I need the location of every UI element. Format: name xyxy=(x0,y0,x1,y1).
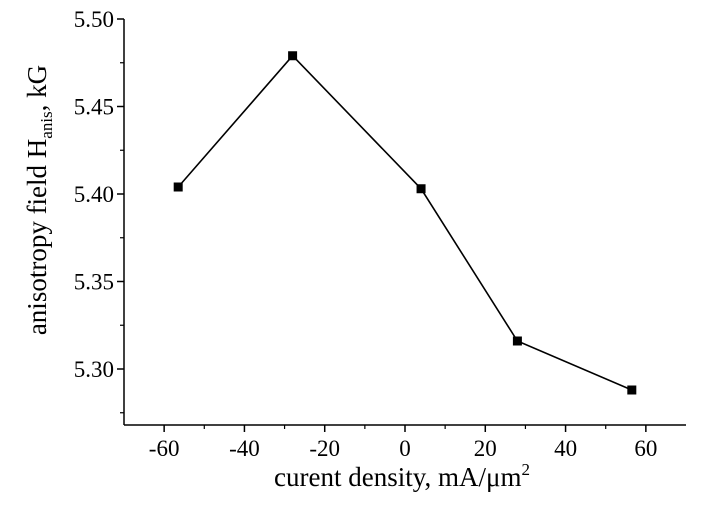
x-ticks: -60 -40 -20 0 20 40 60 xyxy=(149,425,657,461)
y-tick-label: 5.45 xyxy=(74,95,114,120)
y-tick-label: 5.30 xyxy=(74,357,114,382)
x-tick-label: -60 xyxy=(149,436,180,461)
data-point xyxy=(627,385,637,395)
data-point xyxy=(173,182,183,192)
x-tick-label: 60 xyxy=(634,436,657,461)
data-point xyxy=(288,51,298,61)
y-tick-label: 5.40 xyxy=(74,182,114,207)
data-markers xyxy=(173,51,637,395)
y-ticks: 5.30 5.35 5.40 5.45 5.50 xyxy=(74,7,124,414)
x-tick-label: 0 xyxy=(399,436,411,461)
y-axis-title: anisotropy field Hanis, kG xyxy=(22,65,56,335)
x-tick-label: -40 xyxy=(229,436,260,461)
data-point xyxy=(512,336,522,346)
axes: 5.30 5.35 5.40 5.45 5.50 -60 -40 -20 0 20 40 60 xyxy=(74,7,686,461)
data-series xyxy=(173,51,637,395)
x-tick-label: 40 xyxy=(554,436,577,461)
data-point xyxy=(416,184,426,194)
y-tick-label: 5.50 xyxy=(74,7,114,32)
x-axis-title: curent density, mA/μm2 xyxy=(274,460,530,492)
y-tick-label: 5.35 xyxy=(74,270,114,295)
x-tick-label: 20 xyxy=(474,436,497,461)
series-line xyxy=(177,54,633,391)
x-tick-label: -20 xyxy=(309,436,340,461)
